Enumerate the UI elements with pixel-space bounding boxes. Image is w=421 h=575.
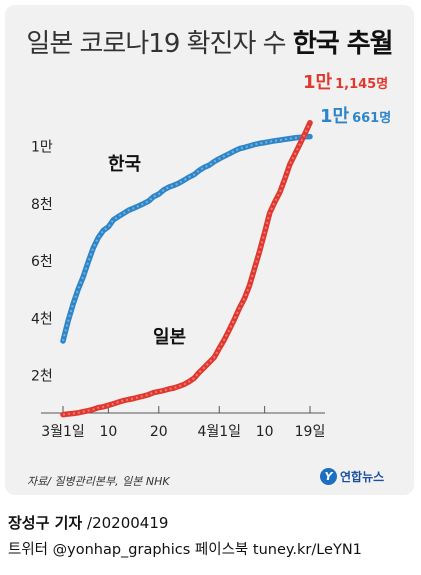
- x-tick-label: 20: [150, 424, 168, 440]
- japan-end-label-big: 1만: [303, 72, 333, 93]
- y-tick-label: 8천: [31, 197, 53, 213]
- title-bold: 한국 추월: [292, 29, 394, 59]
- social-links: 트위터 @yonhap_graphics 페이스북 tuney.kr/LeYN1: [8, 542, 362, 558]
- x-tick-label: 3월1일: [41, 424, 85, 440]
- x-tick-label: 19일: [295, 424, 326, 440]
- chart-title: 일본 코로나19 확진자 수 한국 추월: [5, 23, 414, 60]
- chart-card: 일본 코로나19 확진자 수 한국 추월 3월1일 10 20 4월1일 10 19일 2천…: [5, 5, 414, 495]
- y-tick-label: 6천: [31, 254, 53, 270]
- y-tick-label: 2천: [31, 369, 53, 385]
- korea-end-label: 1만 661명: [320, 106, 391, 127]
- series-label-korea: 한국: [108, 154, 141, 175]
- series-texture-1: [62, 122, 311, 416]
- series-label-japan: 일본: [153, 327, 186, 348]
- japan-end-label-small: 1,145명: [335, 76, 388, 92]
- byline: 장성구 기자 /20200419: [8, 512, 168, 533]
- x-tick-label: 10: [99, 424, 117, 440]
- yonhap-logo-icon: Y: [320, 468, 337, 485]
- source-note: 자료/ 질병관리본부, 일본 NHK: [27, 475, 170, 488]
- x-tick-label: 10: [256, 424, 274, 440]
- reporter-name: 장성구 기자: [8, 514, 83, 532]
- series-line-1: [60, 119, 313, 418]
- korea-end-label-big: 1만: [320, 106, 350, 127]
- y-tick-label: 1만: [31, 140, 53, 156]
- y-tick-label: 4천: [31, 311, 53, 327]
- byline-date: /20200419: [87, 514, 169, 532]
- series-line-0: [60, 133, 313, 344]
- logo-text: 연합뉴스: [340, 470, 385, 484]
- korea-end-label-small: 661명: [352, 110, 391, 126]
- japan-end-label: 1만 1,145명: [303, 72, 388, 93]
- title-regular: 일본 코로나19 확진자 수: [26, 29, 286, 59]
- x-tick-label: 4월1일: [197, 424, 241, 440]
- yonhap-logo: Y 연합뉴스: [320, 468, 384, 485]
